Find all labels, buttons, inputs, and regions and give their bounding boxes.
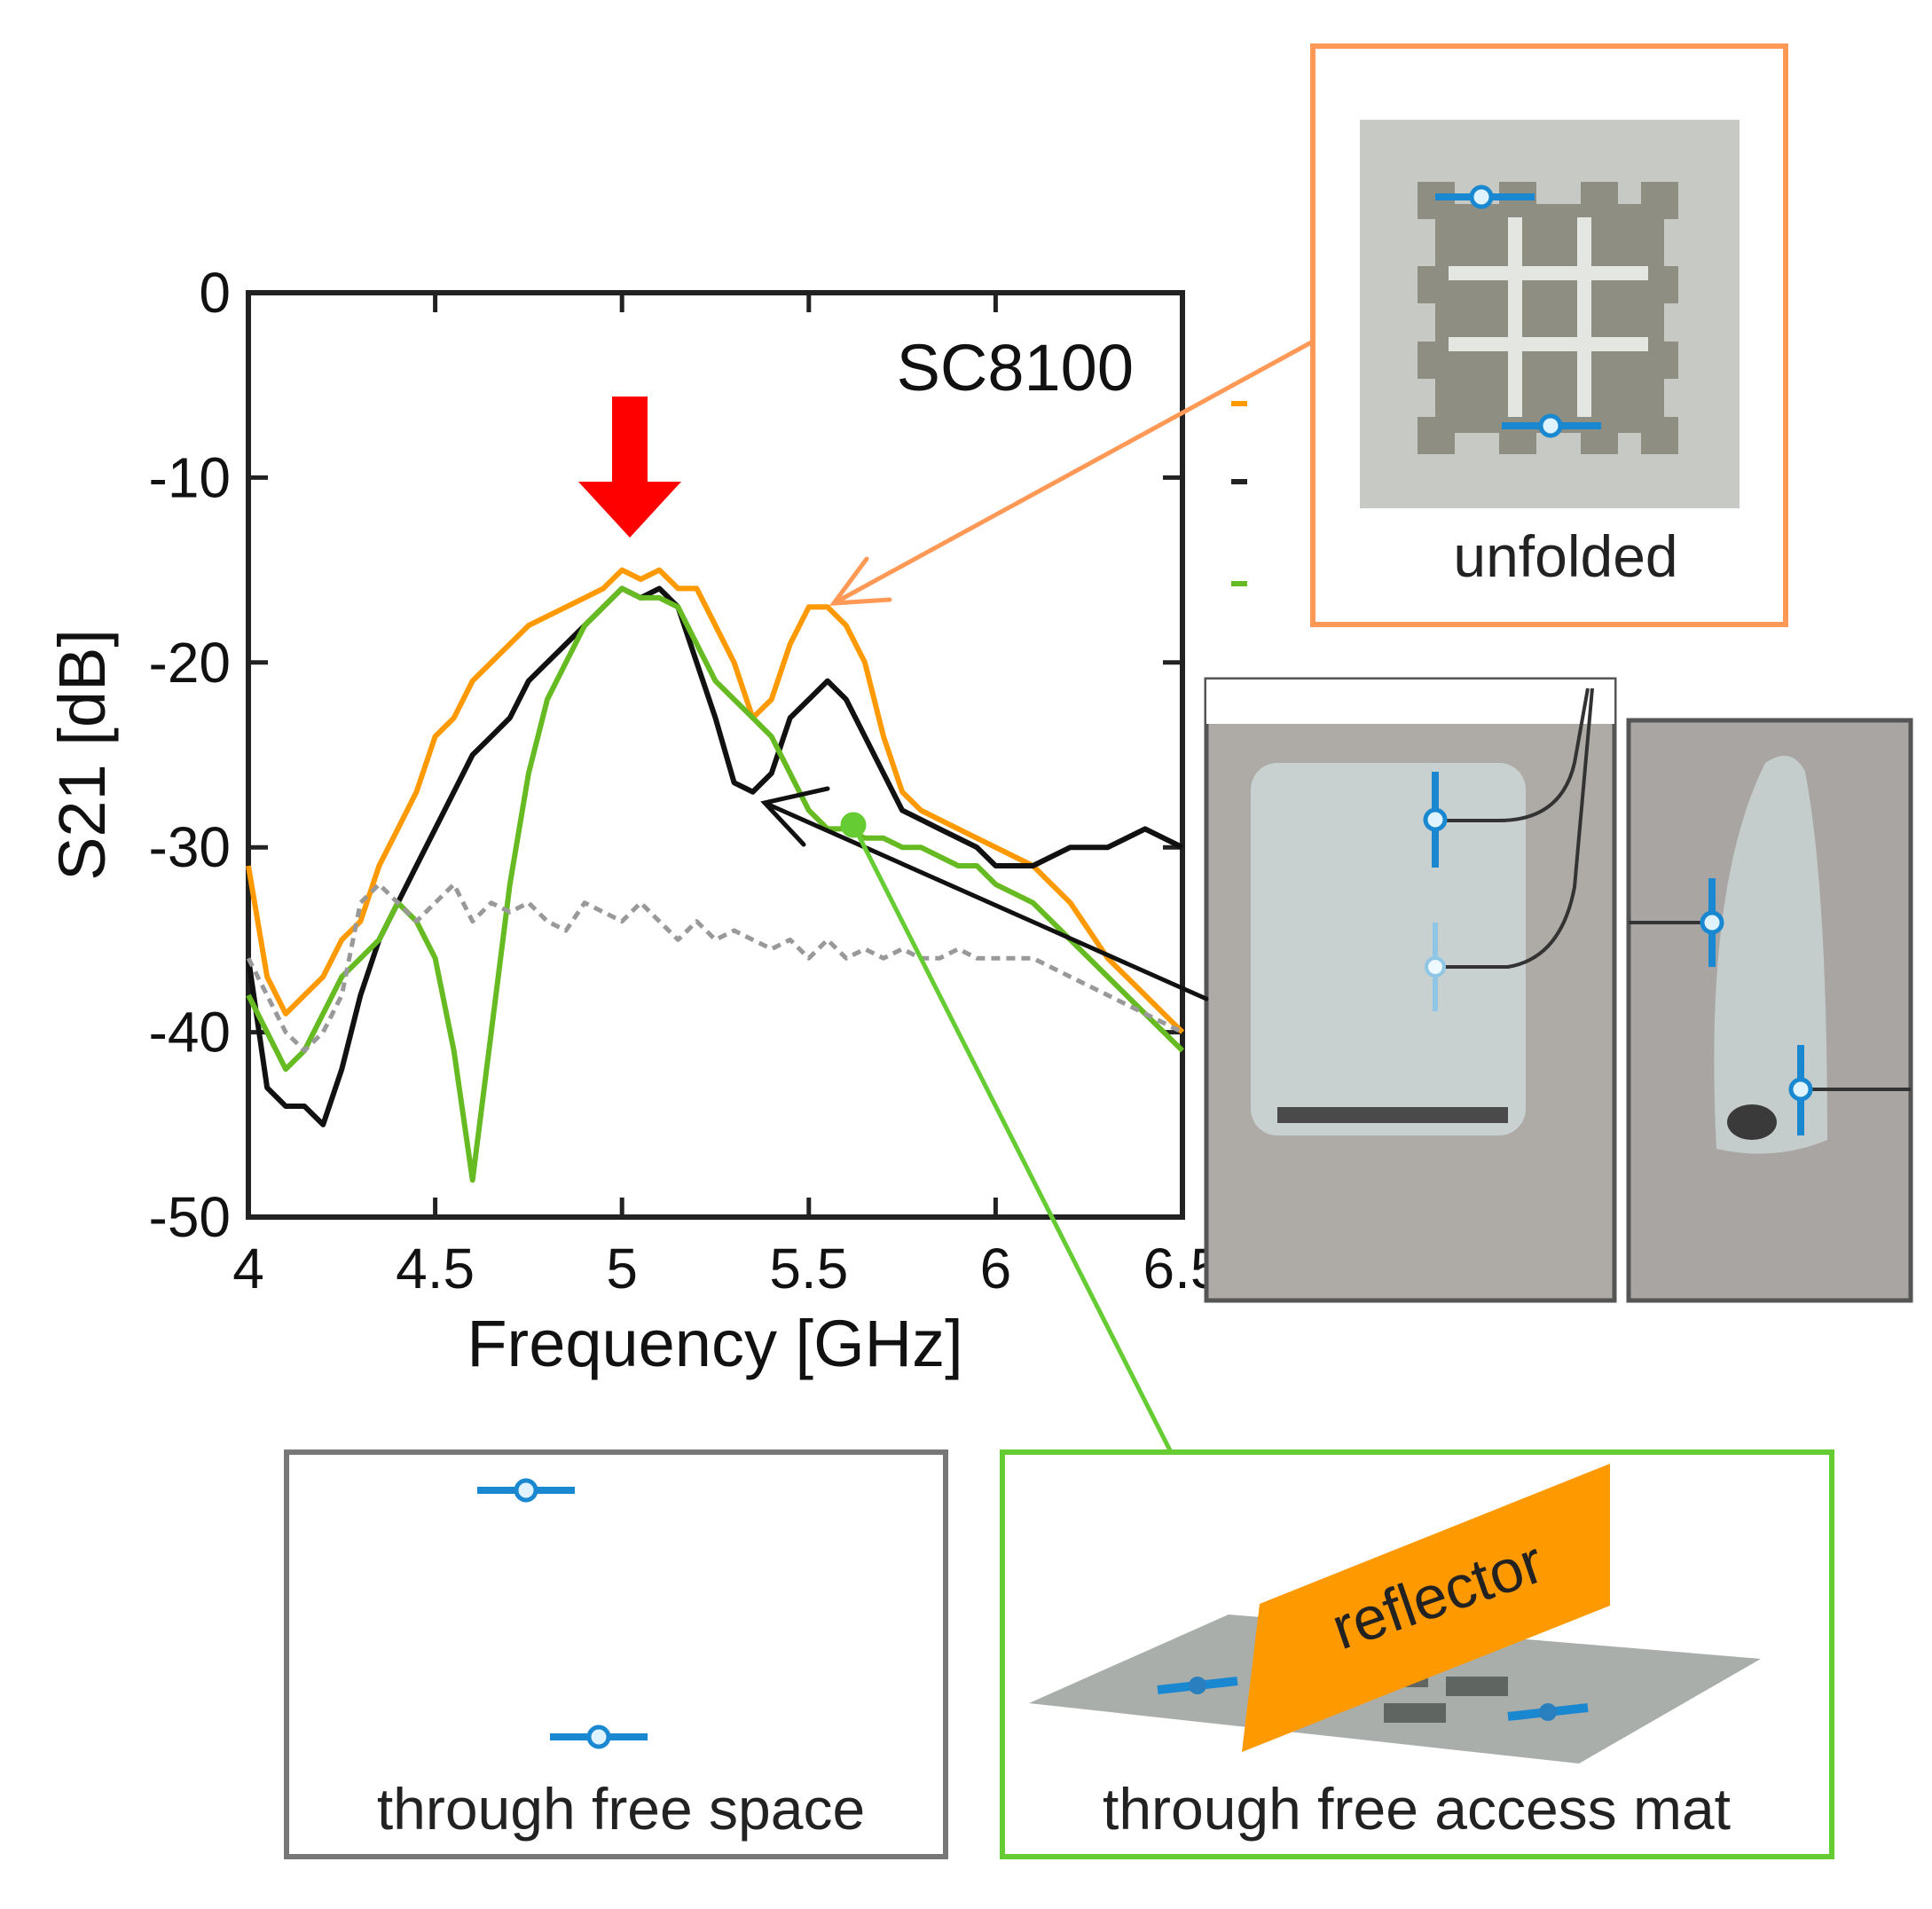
- probe-cable: [1435, 687, 1594, 969]
- folded-mat-shape: [1251, 763, 1526, 1135]
- folded-photo-1-corner: [1206, 680, 1614, 724]
- y-tick-label: -20: [149, 631, 232, 695]
- probe-cable: [1435, 687, 1590, 822]
- x-tick-label: 6: [980, 1237, 1012, 1300]
- probe-icon: [1423, 772, 1448, 868]
- probe-icon: [1502, 413, 1601, 438]
- y-tick-label: -10: [149, 445, 232, 509]
- y-tick-label: 0: [199, 261, 231, 325]
- rolled-mat-opening: [1727, 1104, 1777, 1140]
- series-line-1: [246, 567, 1185, 1034]
- free-space-caption: through free space: [377, 1776, 865, 1842]
- folded-mat-edge: [1277, 1107, 1508, 1123]
- x-tick-label: 4: [232, 1237, 264, 1300]
- series-line-3: [246, 585, 1185, 1183]
- plot-frame: [246, 290, 1185, 1220]
- probe-icon: [1700, 878, 1724, 967]
- mat-caption: through free access mat: [1103, 1776, 1731, 1842]
- y-axis-label: S21 [dB]: [45, 629, 119, 881]
- unfolded-mat-pattern: [1418, 182, 1678, 454]
- probe-icon: [550, 1724, 648, 1749]
- x-tick-label: 5.5: [769, 1237, 848, 1300]
- free-space-panel: [284, 1449, 948, 1859]
- series-line-4: [246, 882, 1184, 1053]
- connector-arrows: [760, 339, 1315, 1455]
- y-tick-label: -30: [149, 815, 232, 879]
- red-arrow-icon: [578, 397, 681, 538]
- probe-icon: [1788, 1045, 1813, 1135]
- unfolded-grid-slots: [1449, 217, 1648, 417]
- probe-icon: [1507, 1703, 1589, 1721]
- plot-series: [246, 567, 1185, 1183]
- reflector-panel: [1242, 1464, 1610, 1752]
- probe-icon: [1157, 1677, 1238, 1694]
- annotation-label: SC8100: [897, 331, 1134, 405]
- x-axis-label: Frequency [GHz]: [467, 1307, 962, 1380]
- legend-dash-green: [1231, 581, 1247, 586]
- legend-dash-orange: [1231, 401, 1247, 406]
- probe-icon: [477, 1478, 575, 1503]
- axis-ticks: 4 4.5 5 5.5 6 6.50-10-20-30-40-50: [149, 261, 1222, 1300]
- y-tick-label: -50: [149, 1185, 232, 1249]
- probe-icon: [1435, 185, 1535, 209]
- y-tick-label: -40: [149, 1001, 232, 1064]
- x-tick-label: 5: [606, 1237, 638, 1300]
- x-tick-label: 4.5: [396, 1237, 475, 1300]
- legend-dash-black: [1231, 479, 1247, 484]
- unfolded-caption: unfolded: [1453, 523, 1677, 589]
- probe-icon: [1425, 923, 1446, 1011]
